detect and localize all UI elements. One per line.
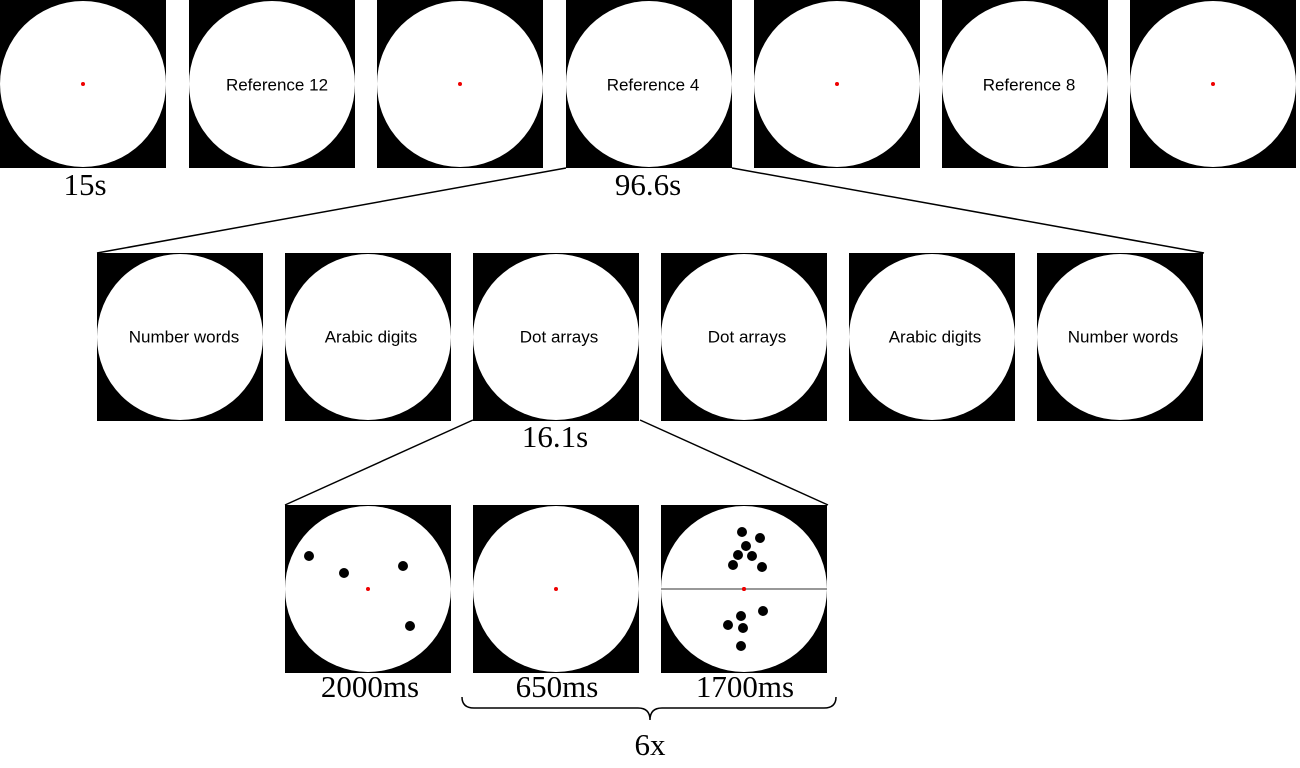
panel-label: Reference 12 (226, 75, 328, 94)
zoom-line (96, 167, 567, 254)
fixation-dot (835, 82, 839, 86)
panel-label: Number words (1068, 327, 1179, 346)
fixation-dot (1211, 82, 1215, 86)
fixation-dot (742, 587, 746, 591)
zoom-line (284, 419, 474, 506)
duration-label: 15s (63, 167, 106, 202)
duration-label: 650ms (516, 669, 599, 704)
fixation-dot (366, 587, 370, 591)
fixation-dot (554, 587, 558, 591)
stimulus-dot (723, 620, 733, 630)
panel-label: Reference 4 (607, 75, 700, 94)
stimulus-dot (757, 562, 767, 572)
duration-label: 96.6s (615, 167, 681, 202)
panel-label: Arabic digits (325, 327, 418, 346)
stimulus-dot (737, 527, 747, 537)
connectors (96, 167, 1205, 506)
panel-circle (285, 254, 451, 420)
panel-circle (566, 1, 732, 167)
duration-label: 2000ms (321, 669, 419, 704)
panel-circle (473, 254, 639, 420)
panel-label: Dot arrays (520, 327, 598, 346)
zoom-line (731, 167, 1205, 254)
stimulus-dot (304, 551, 314, 561)
panel-label: Reference 8 (983, 75, 1076, 94)
stimulus-dot (747, 551, 757, 561)
panel-circle (849, 254, 1015, 420)
stimulus-dot (339, 568, 349, 578)
panel-label: Number words (129, 327, 240, 346)
stimulus-dot (733, 550, 743, 560)
duration-label: 1700ms (696, 669, 794, 704)
stimulus-dot (755, 533, 765, 543)
fixation-dot (458, 82, 462, 86)
panel-circle (189, 1, 355, 167)
panels (0, 0, 1296, 673)
fixation-dot (81, 82, 85, 86)
stimulus-dot (758, 606, 768, 616)
panel-circle (942, 1, 1108, 167)
stimulus-dot (728, 560, 738, 570)
panel-circle (97, 254, 263, 420)
repeat-label: 6x (635, 727, 667, 762)
repeat-brace (461, 696, 837, 721)
stimulus-dot (405, 621, 415, 631)
panel-label: Dot arrays (708, 327, 786, 346)
stimulus-dot (736, 611, 746, 621)
stimulus-dot (398, 561, 408, 571)
zoom-line (639, 419, 829, 506)
panel-circle (1037, 254, 1203, 420)
panel-circle (661, 254, 827, 420)
stimulus-dot (741, 541, 751, 551)
panel-label: Arabic digits (889, 327, 982, 346)
duration-label: 16.1s (522, 419, 588, 454)
stimulus-dot (738, 623, 748, 633)
stimulus-dot (736, 641, 746, 651)
